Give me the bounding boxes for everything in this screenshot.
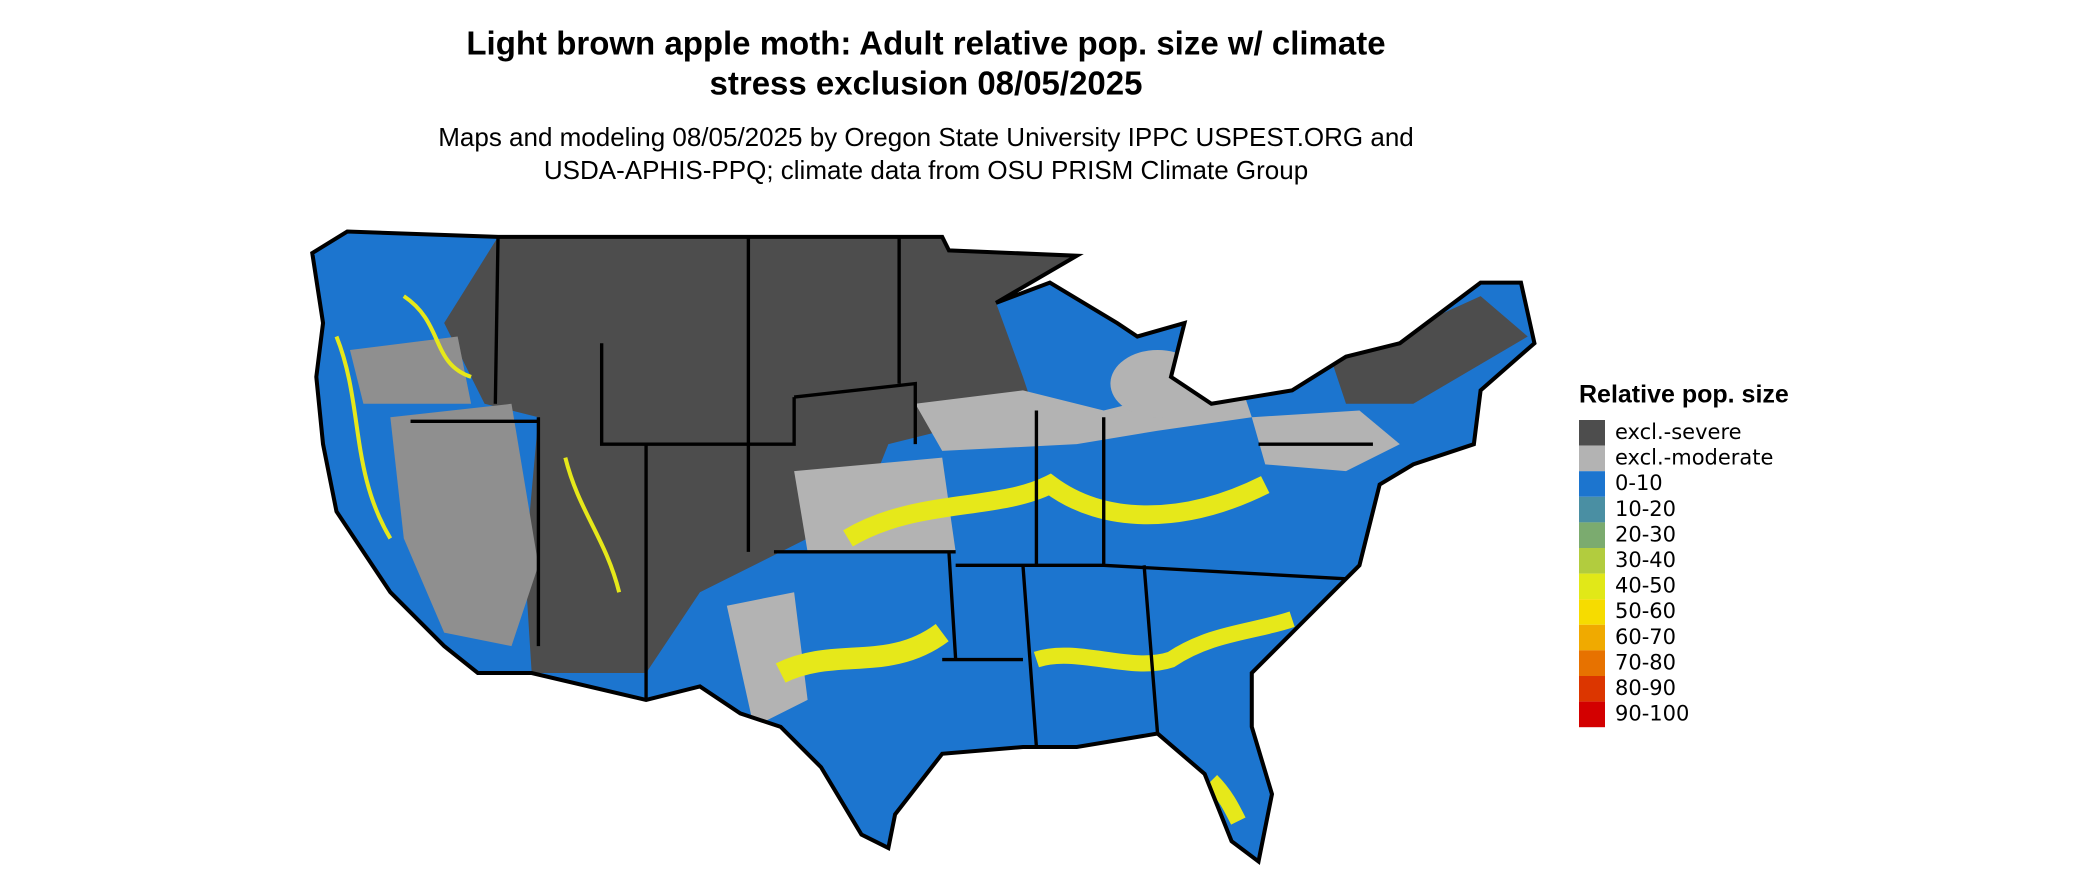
legend-label: 90-100	[1615, 702, 1689, 726]
legend-swatch	[1579, 522, 1605, 548]
legend-swatch	[1579, 496, 1605, 523]
legend-swatch	[1579, 650, 1605, 676]
legend-label: 10-20	[1615, 497, 1676, 521]
legend-swatch	[1579, 471, 1605, 497]
legend-swatch	[1579, 548, 1605, 574]
subtitle: Maps and modeling 08/05/2025 by Oregon S…	[438, 122, 1414, 152]
legend-swatch	[1579, 599, 1605, 625]
legend-label: 40-50	[1615, 574, 1676, 598]
legend-label: excl.-severe	[1615, 420, 1742, 444]
legend-label: excl.-moderate	[1615, 446, 1773, 470]
subtitle: USDA-APHIS-PPQ; climate data from OSU PR…	[544, 155, 1308, 185]
legend-label: 20-30	[1615, 522, 1676, 546]
title: Light brown apple moth: Adult relative p…	[466, 25, 1385, 62]
legend: excl.-severeexcl.-moderate0-1010-2020-30…	[1579, 420, 1773, 728]
legend-swatch	[1579, 676, 1605, 702]
map	[296, 215, 1561, 888]
legend-swatch	[1579, 445, 1605, 472]
legend-label: 60-70	[1615, 625, 1676, 649]
legend-label: 30-40	[1615, 548, 1676, 572]
legend-swatch	[1579, 420, 1605, 446]
title: stress exclusion 08/05/2025	[710, 65, 1143, 102]
legend-label: 70-80	[1615, 650, 1676, 674]
legend-label: 0-10	[1615, 471, 1663, 495]
legend-label: 80-90	[1615, 676, 1676, 700]
legend-swatch	[1579, 701, 1605, 728]
legend-swatch	[1579, 573, 1605, 600]
legend-title: Relative pop. size	[1579, 381, 1789, 409]
legend-label: 50-60	[1615, 599, 1676, 623]
legend-swatch	[1579, 624, 1605, 651]
